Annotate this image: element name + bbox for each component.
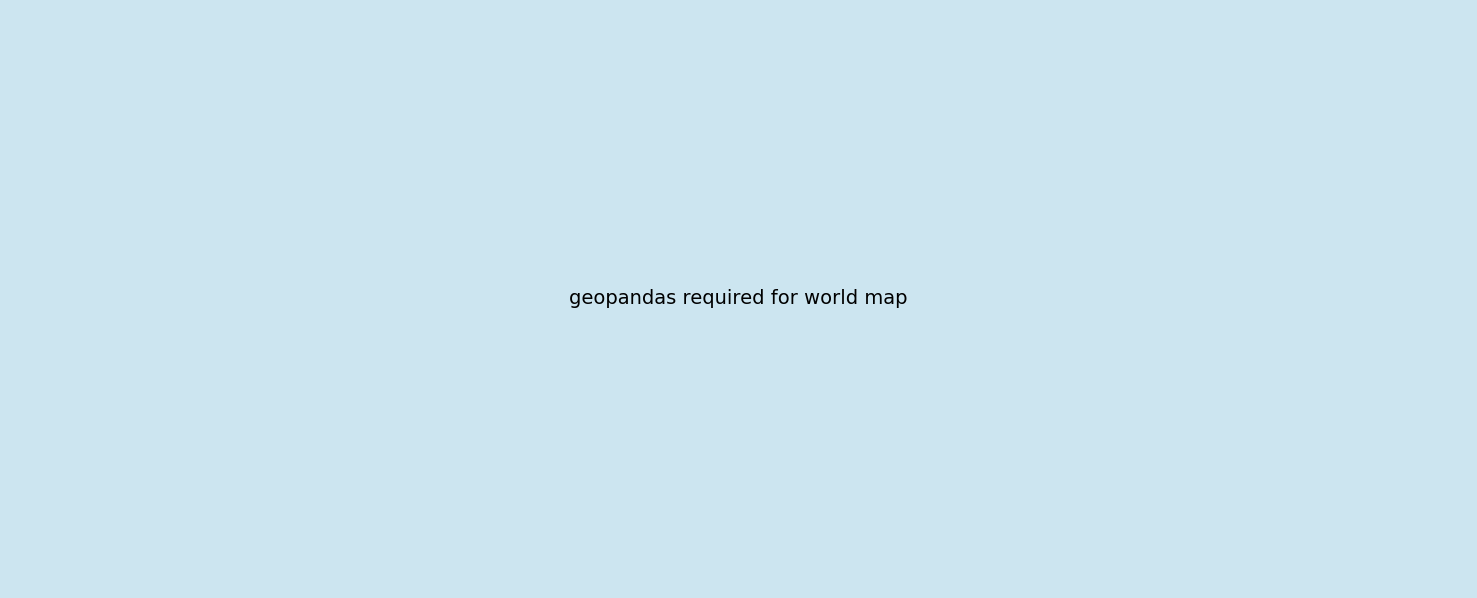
- Text: geopandas required for world map: geopandas required for world map: [569, 289, 908, 309]
